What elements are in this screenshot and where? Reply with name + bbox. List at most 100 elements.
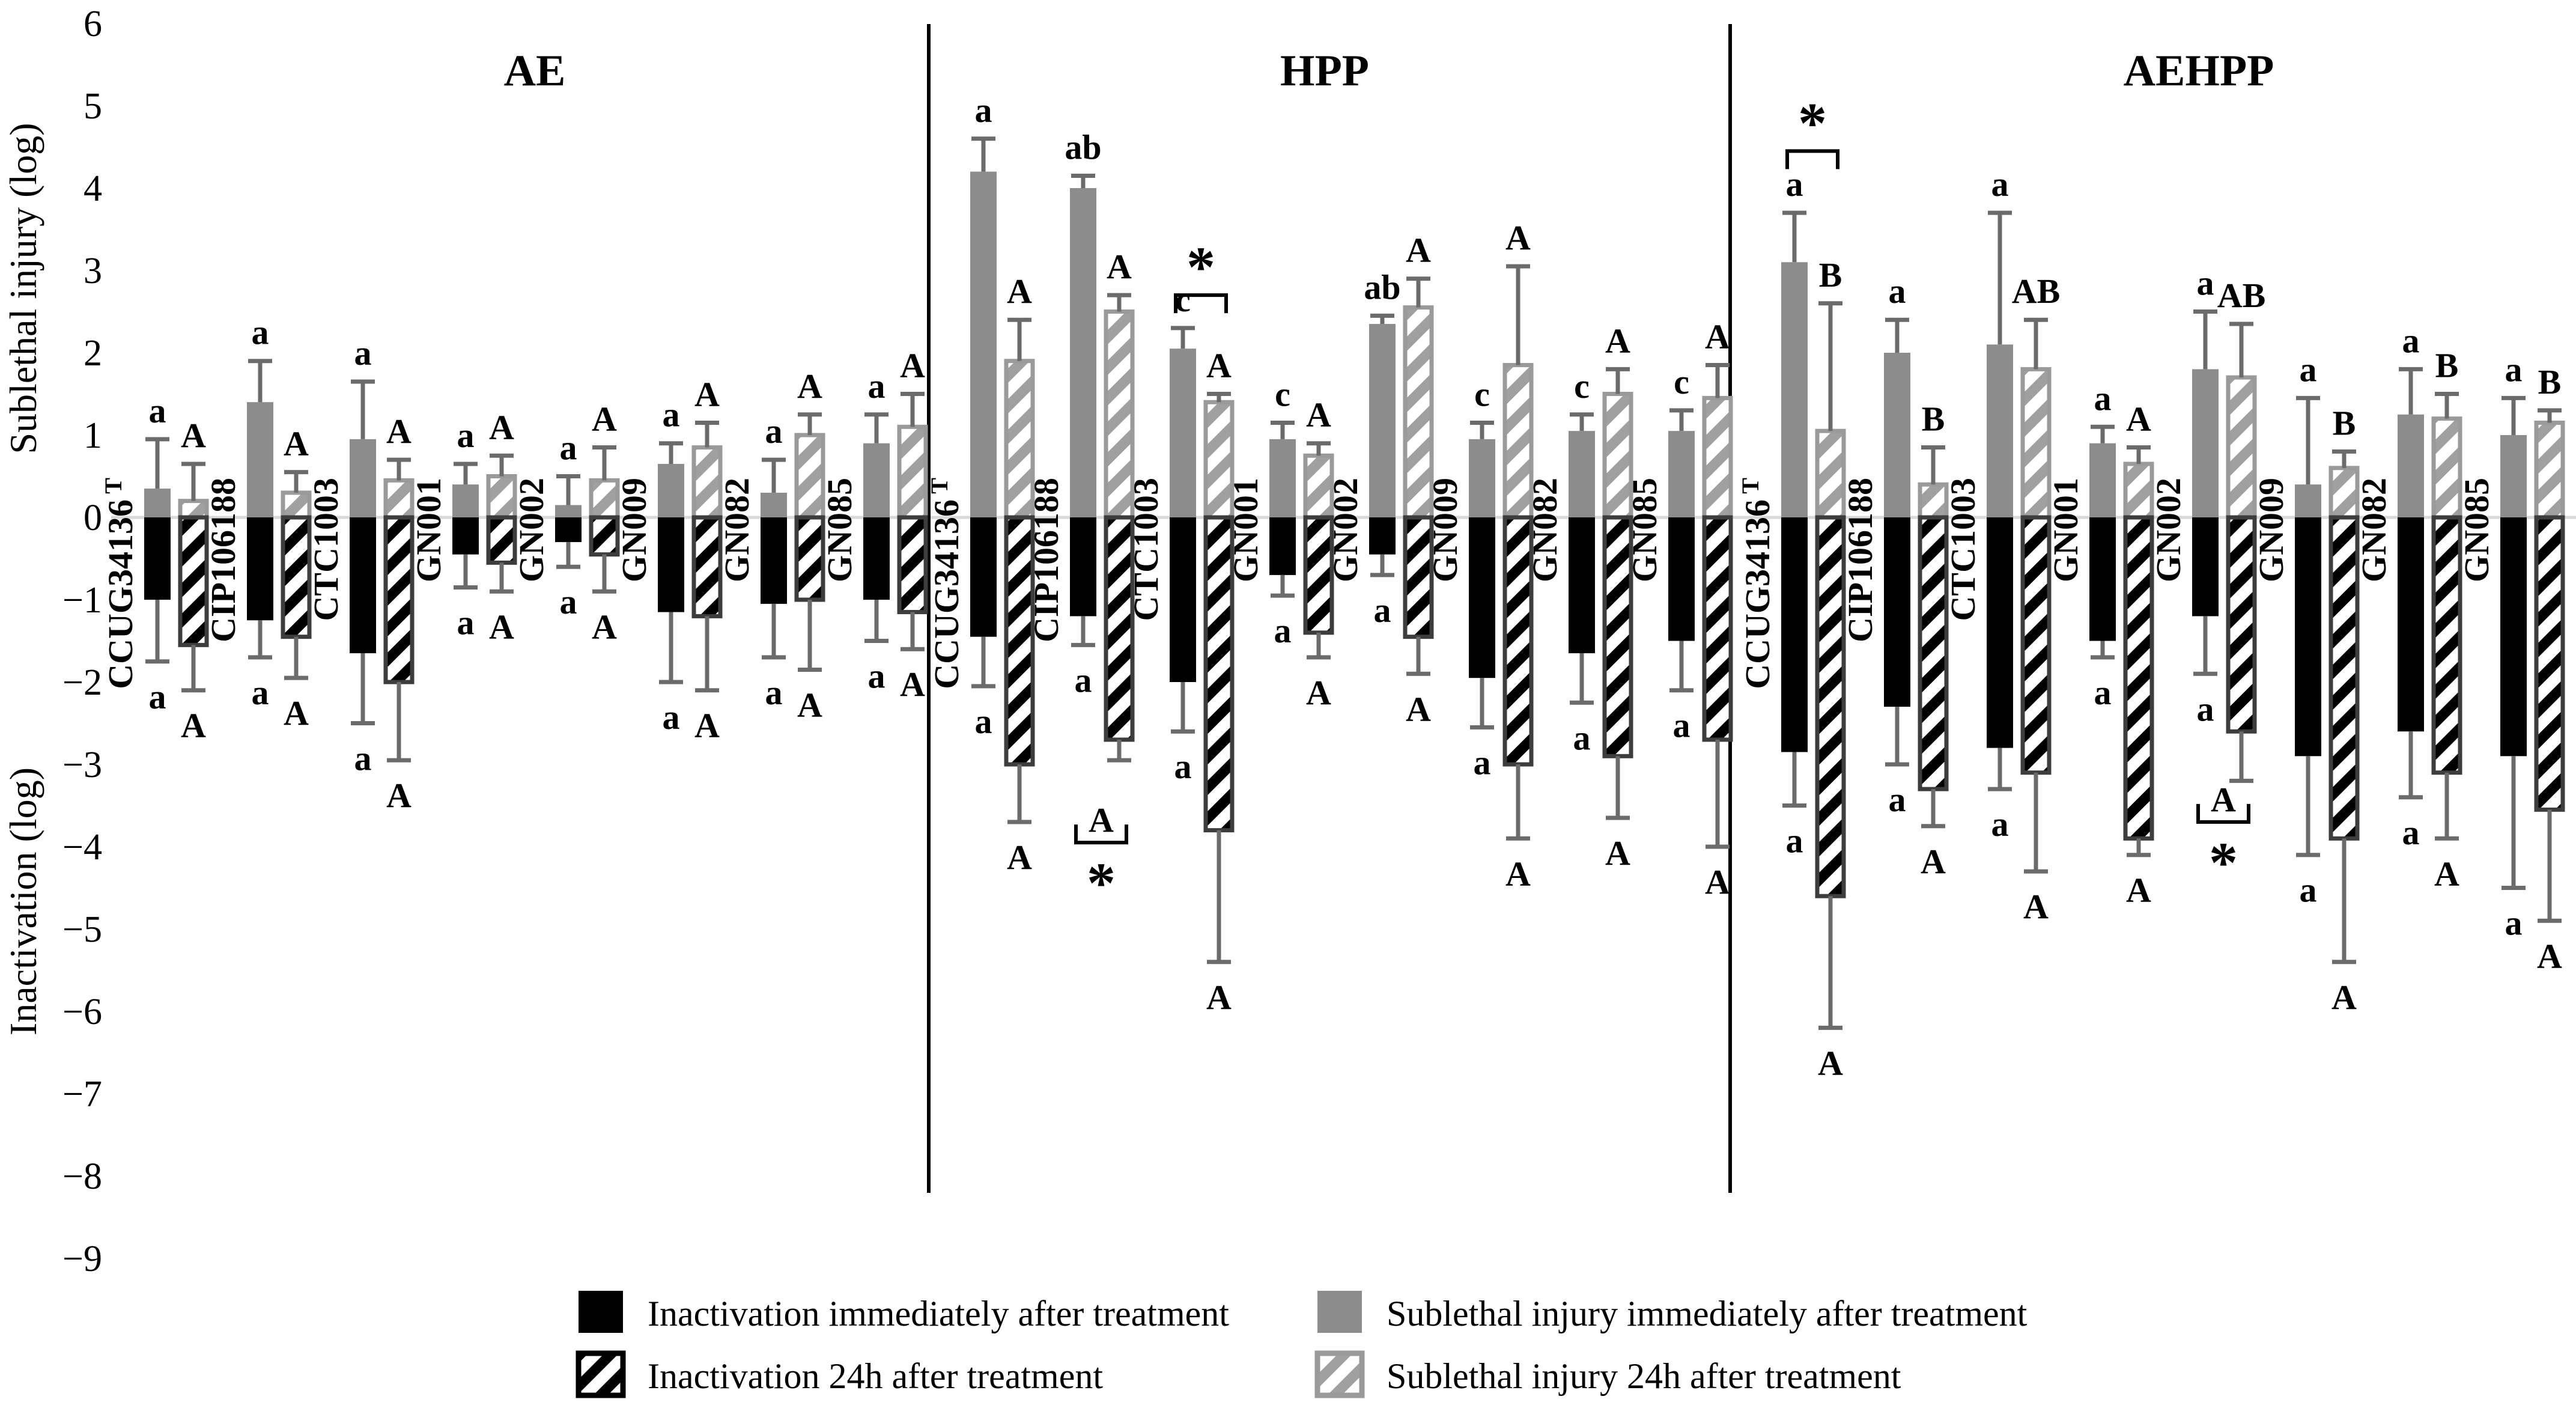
bar-black-solid	[1070, 517, 1096, 617]
sig-letter: a	[663, 698, 680, 737]
bar-gray-solid	[1781, 262, 1808, 517]
bar-black-hatched	[589, 515, 620, 557]
strain-label: GN009	[615, 478, 654, 582]
bar-black-solid	[1170, 517, 1196, 682]
strain-label: GN001	[1226, 478, 1265, 582]
strain-label: GN002	[1326, 478, 1365, 582]
sig-letter: c	[1574, 367, 1590, 406]
sig-letter: A	[181, 706, 206, 745]
sig-letter: A	[284, 693, 309, 733]
bar-black-solid	[144, 517, 171, 600]
bar-black-solid	[2192, 517, 2219, 617]
bar-black-hatched	[1004, 515, 1035, 767]
legend-label-sublethal-immediate: Sublethal injury immediately after treat…	[1387, 1294, 2028, 1333]
sig-letter: A	[1206, 978, 1232, 1017]
bar-gray-solid	[247, 402, 273, 517]
sig-letter: a	[560, 582, 577, 621]
bar-black-solid	[761, 517, 787, 604]
bar-gray-hatched	[589, 478, 620, 520]
bar-black-solid	[350, 517, 376, 654]
strain-label: GN085	[1625, 478, 1664, 582]
significance-star: *	[1087, 851, 1116, 915]
sig-letter: a	[1174, 747, 1192, 786]
sig-letter: a	[1274, 611, 1292, 650]
legend-swatch-inactivation-24h	[576, 1350, 626, 1398]
sig-letter: A	[1107, 247, 1132, 286]
sig-letter: a	[975, 702, 992, 741]
bar-gray-solid	[1668, 431, 1695, 517]
sig-letter: A	[2126, 400, 2151, 439]
sig-letter: a	[868, 367, 886, 406]
bar-black-hatched	[1203, 515, 1235, 833]
sig-letter: a	[765, 412, 783, 451]
tick-label: −2	[62, 662, 102, 703]
legend-swatch-sublethal-immediate	[1317, 1291, 1362, 1333]
bar-black-hatched	[897, 515, 928, 615]
panel-title-hpp: HPP	[1280, 46, 1369, 96]
legend-label-inactivation-immediate: Inactivation immediately after treatment	[648, 1294, 1229, 1333]
sig-letter: A	[1007, 272, 1032, 311]
legend-label-sublethal-24h: Sublethal injury 24h after treatment	[1387, 1356, 1901, 1396]
bar-black-hatched	[1815, 515, 1846, 898]
bar-gray-solid	[2089, 443, 2116, 517]
sig-letter: A	[1505, 218, 1531, 257]
sig-letter: A	[900, 665, 925, 704]
tick-label: −4	[62, 827, 102, 868]
bar-gray-solid	[1269, 439, 1296, 517]
strain-label: CCUG34136 T	[926, 478, 966, 689]
significance-bracket	[1174, 293, 1228, 314]
legend-label-inactivation-24h: Inactivation 24h after treatment	[648, 1356, 1103, 1396]
bar-gray-hatched	[2123, 462, 2154, 520]
sig-letter: A	[2331, 978, 2357, 1017]
sig-letter: a	[2505, 904, 2523, 943]
sig-letter: c	[1674, 362, 1689, 401]
panel-title-ae: AE	[504, 46, 566, 96]
bar-black-hatched	[383, 515, 415, 684]
y-axis-title-bottom: Inactivation (log)	[2, 767, 44, 1035]
sig-letter: A	[1505, 854, 1531, 893]
strain-label: GN009	[1426, 478, 1465, 582]
bar-black-hatched	[2226, 515, 2257, 734]
tick-label: 2	[84, 333, 102, 374]
bar-black-hatched	[2431, 515, 2462, 775]
bar-gray-solid	[970, 171, 997, 518]
significance-star: *	[1186, 235, 1215, 299]
sig-letter: a	[1889, 780, 1906, 819]
sig-letter: A	[386, 412, 412, 451]
sig-letter: a	[354, 739, 372, 778]
bar-gray-hatched	[281, 490, 312, 520]
bar-gray-hatched	[1918, 482, 1949, 520]
sig-letter: a	[457, 416, 475, 455]
significance-star: *	[1798, 91, 1827, 155]
sig-letter: A	[1921, 842, 1946, 881]
sig-letter: A	[1605, 321, 1630, 360]
bar-gray-hatched	[1815, 428, 1846, 520]
sig-letter: a	[1374, 591, 1391, 630]
strain-label: GN082	[2354, 478, 2393, 582]
sig-letter: A	[1406, 231, 1431, 270]
sig-letter: a	[663, 395, 680, 434]
significance-bracket	[2196, 803, 2250, 824]
sig-letter: a	[1991, 805, 2009, 844]
strain-label: GN082	[1525, 478, 1564, 582]
bar-black-hatched	[2328, 515, 2360, 841]
sig-letter: A	[1306, 395, 1331, 434]
bar-black-hatched	[2123, 515, 2154, 841]
bar-gray-solid	[1170, 349, 1196, 517]
bar-gray-hatched	[2431, 416, 2462, 520]
bar-black-hatched	[1918, 515, 1949, 791]
sig-letter: B	[2538, 362, 2562, 401]
sig-letter: a	[1786, 165, 1803, 204]
bar-gray-solid	[1469, 439, 1495, 517]
sig-letter: a	[765, 673, 783, 712]
sig-letter: A	[1605, 833, 1630, 873]
sig-letter: a	[1474, 743, 1491, 782]
sig-letter: B	[2333, 403, 2356, 442]
sig-letter: a	[149, 677, 166, 716]
bar-black-solid	[1569, 517, 1595, 654]
panel-title-aehpp: AEHPP	[2124, 46, 2274, 96]
bar-black-hatched	[486, 515, 517, 565]
bar-black-hatched	[281, 515, 312, 639]
